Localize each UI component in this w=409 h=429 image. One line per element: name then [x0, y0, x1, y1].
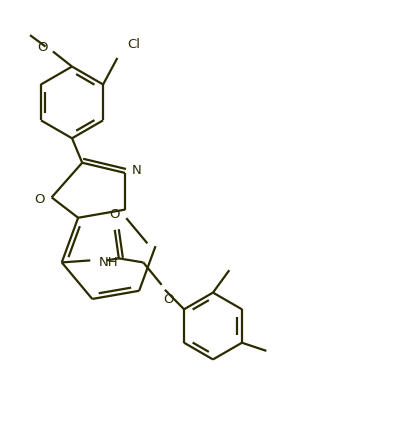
Text: NH: NH — [99, 256, 118, 269]
Text: O: O — [34, 193, 44, 206]
Text: O: O — [37, 41, 47, 54]
Text: O: O — [110, 208, 120, 221]
Text: Cl: Cl — [128, 38, 141, 51]
Text: N: N — [132, 164, 141, 177]
Text: O: O — [164, 293, 174, 306]
